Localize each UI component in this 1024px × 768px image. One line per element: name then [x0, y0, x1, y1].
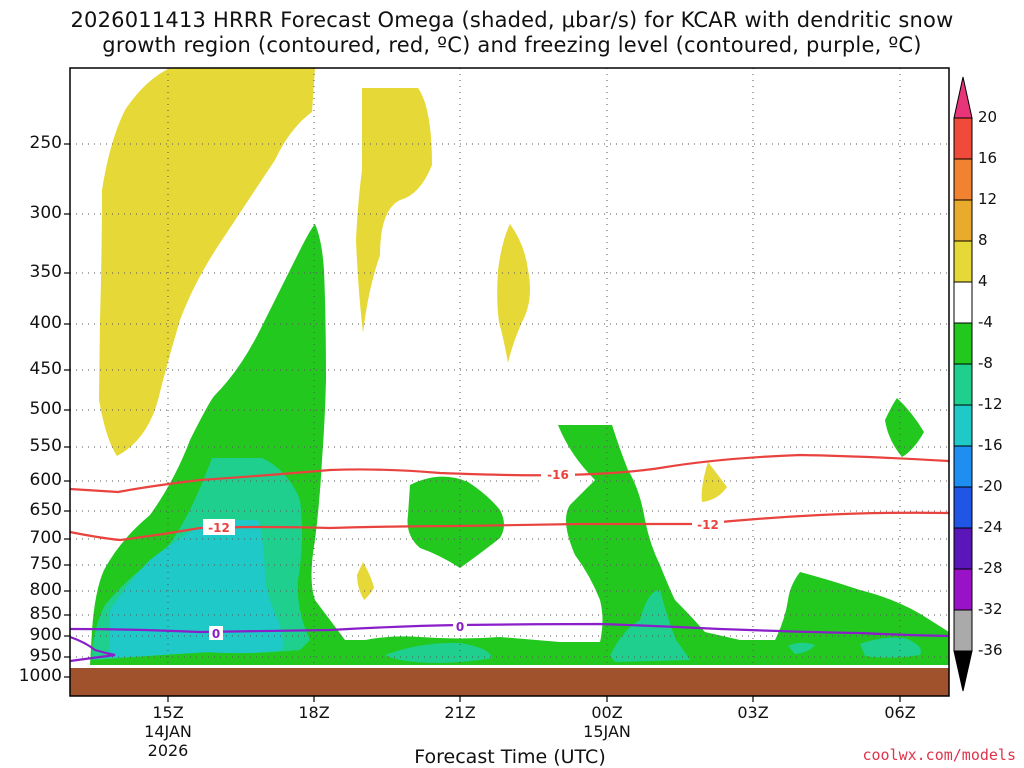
y-tick-label: 950	[29, 646, 62, 666]
ground-below-surface	[70, 668, 949, 696]
y-tick-label: 1000	[18, 666, 62, 686]
y-tick-label: 400	[29, 313, 62, 333]
colorbar-swatch	[953, 117, 973, 160]
y-tick-label: 500	[29, 399, 62, 419]
colorbar-label: -24	[978, 518, 1003, 536]
colorbar-label: 20	[978, 108, 998, 126]
x-tick-label: 15Z	[152, 703, 184, 722]
contour-label-minus12a: -12	[208, 521, 230, 535]
y-tick-label: 850	[29, 604, 62, 624]
x-tick-label: 03Z	[737, 703, 769, 722]
y-tick-label: 750	[29, 554, 62, 574]
chart-title-line1: 2026011413 HRRR Forecast Omega (shaded, …	[70, 8, 954, 32]
contour-label-zero-a: 0	[212, 627, 220, 641]
x-tick-label: 18Z	[298, 703, 330, 722]
contour-label-minus12b: -12	[697, 518, 719, 532]
plot-frame	[69, 67, 950, 697]
colorbar-swatch	[953, 445, 973, 488]
colorbar-label: 4	[978, 272, 988, 290]
dgz-contour-minus16: -16	[69, 453, 950, 494]
y-tick-label: 300	[29, 203, 62, 223]
colorbar-swatch	[953, 363, 973, 406]
colorbar-swatch	[953, 281, 973, 324]
colorbar-top-arrow	[953, 76, 973, 119]
y-tick-label: 900	[29, 625, 62, 645]
cyan-regions	[110, 520, 283, 658]
y-tick-label: 550	[29, 436, 62, 456]
colorbar-label: -4	[978, 313, 993, 331]
colorbar-swatch	[953, 199, 973, 242]
colorbar-swatch	[953, 568, 973, 611]
colorbar-label: -28	[978, 559, 1003, 577]
x-tick-label: 00Z	[591, 703, 623, 722]
colorbar-label: -20	[978, 477, 1003, 495]
y-tick-label: 650	[29, 500, 62, 520]
colorbar-bottom-arrow	[953, 650, 973, 692]
colorbar-swatch	[953, 609, 973, 652]
x-tick-label: 06Z	[884, 703, 916, 722]
colorbar-swatch	[953, 486, 973, 529]
colorbar-swatch	[953, 404, 973, 447]
axis-ticks	[64, 143, 901, 702]
gridlines	[70, 68, 949, 668]
y-tick-label: 250	[29, 133, 62, 153]
x-tick-date-label: 15JAN	[583, 722, 631, 741]
colorbar-label: -8	[978, 354, 993, 372]
colorbar-label: -36	[978, 641, 1003, 659]
colorbar-swatch	[953, 527, 973, 570]
x-tick-label: 21Z	[444, 703, 476, 722]
credit-link[interactable]: coolwx.com/models	[862, 746, 1016, 764]
colorbar-label: 12	[978, 190, 998, 208]
x-tick-date-label: 14JAN	[144, 722, 192, 741]
y-tick-label: 700	[29, 528, 62, 548]
y-tick-label: 350	[29, 262, 62, 282]
colorbar-label: -12	[978, 395, 1003, 413]
chart-title-line2: growth region (contoured, red, ºC) and f…	[102, 33, 922, 57]
colorbar-label: -16	[978, 436, 1003, 454]
contour-label-zero-b: 0	[456, 620, 464, 634]
contour-label-minus16: -16	[547, 468, 569, 482]
x-tick-date-label: 2026	[147, 741, 189, 760]
y-tick-label: 600	[29, 470, 62, 490]
colorbar-swatch	[953, 158, 973, 201]
dgz-contour-minus12: -12 -12	[69, 511, 950, 542]
green-regions	[90, 224, 949, 665]
colorbar-label: 8	[978, 231, 988, 249]
colorbar-swatch	[953, 322, 973, 365]
y-tick-label: 450	[29, 359, 62, 379]
freezing-level-contour: 0 0	[69, 619, 950, 663]
colorbar	[953, 76, 973, 692]
yellow-regions	[99, 68, 727, 600]
colorbar-label: -32	[978, 600, 1003, 618]
colorbar-label: 16	[978, 149, 998, 167]
y-tick-label: 800	[29, 580, 62, 600]
colorbar-swatch	[953, 240, 973, 283]
x-axis-title: Forecast Time (UTC)	[414, 746, 606, 768]
